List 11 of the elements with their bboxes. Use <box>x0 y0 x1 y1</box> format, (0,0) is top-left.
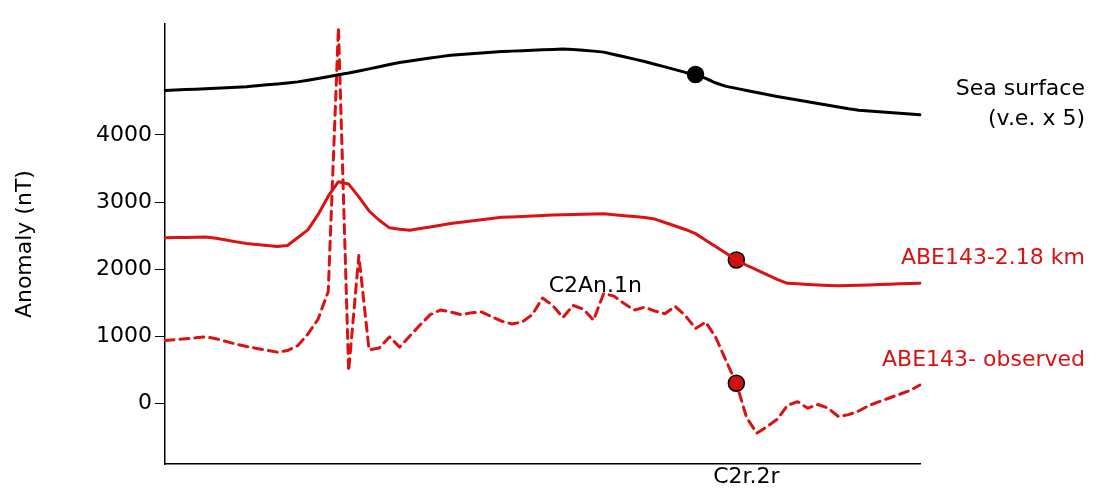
y-tick-label: 0 <box>138 389 152 415</box>
y-tick-label: 4000 <box>96 120 152 146</box>
series-label: Sea surface (v.e. x 5) <box>955 75 1085 131</box>
y-tick-label: 1000 <box>96 322 152 348</box>
series-label: ABE143-2.18 km <box>900 243 1085 269</box>
y-tick-label: 3000 <box>96 187 152 213</box>
annotation: C2r.2r <box>713 462 781 488</box>
annotation: C2An.1n <box>548 271 642 297</box>
y-tick-label: 2000 <box>96 255 152 280</box>
series-label: ABE143- observed <box>882 345 1085 371</box>
y-axis-title: Anomaly (nT) <box>10 170 36 319</box>
